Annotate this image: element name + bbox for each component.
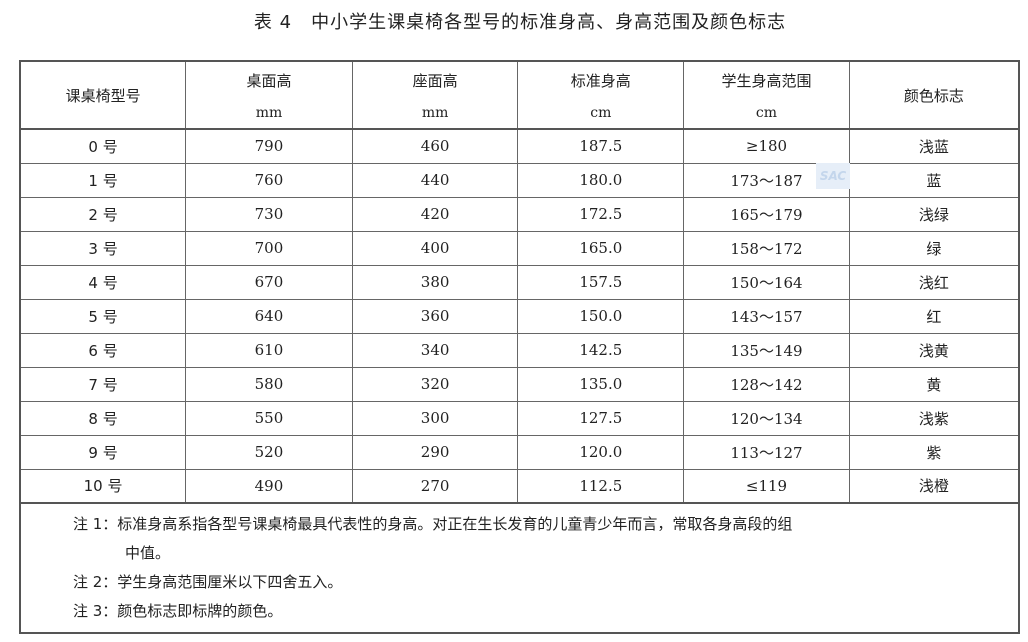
watermark-logo: SAC: [816, 163, 850, 189]
cell-height-range: ≤119: [683, 468, 850, 504]
cell-color: 黄: [848, 366, 1020, 402]
cell-seat-height: 420: [351, 196, 519, 232]
cell-standard-height: 180.0: [517, 162, 685, 198]
cell-standard-height: 127.5: [517, 400, 685, 436]
cell-model: 9 号: [19, 434, 187, 470]
cell-seat-height: 300: [351, 400, 519, 436]
cell-standard-height: 135.0: [517, 366, 685, 402]
cell-color: 紫: [848, 434, 1020, 470]
cell-color: 浅紫: [848, 400, 1020, 436]
header-desk-height: 桌面高 mm: [185, 60, 353, 130]
cell-model: 3 号: [19, 230, 187, 266]
cell-model: 4 号: [19, 264, 187, 300]
cell-standard-height: 142.5: [517, 332, 685, 368]
table-row: 10 号 490 270 112.5 ≤119 浅橙: [19, 468, 1020, 504]
cell-color: 蓝: [848, 162, 1020, 198]
table-row: 4 号 670 380 157.5 150～164 浅红: [19, 264, 1020, 300]
cell-height-range: ≥180: [683, 128, 850, 164]
cell-standard-height: 165.0: [517, 230, 685, 266]
cell-standard-height: 172.5: [517, 196, 685, 232]
cell-desk-height: 700: [185, 230, 353, 266]
cell-standard-height: 150.0: [517, 298, 685, 334]
note-1-cont: 中值。: [125, 544, 171, 562]
table-row: 3 号 700 400 165.0 158～172 绿: [19, 230, 1020, 266]
cell-desk-height: 670: [185, 264, 353, 300]
note-1: 注 1：标准身高系指各型号课桌椅最具代表性的身高。对正在生长发育的儿童青少年而言…: [73, 515, 793, 533]
cell-color: 浅绿: [848, 196, 1020, 232]
cell-desk-height: 490: [185, 468, 353, 504]
cell-seat-height: 320: [351, 366, 519, 402]
cell-seat-height: 340: [351, 332, 519, 368]
table-row: 0 号 790 460 187.5 ≥180 浅蓝: [19, 128, 1020, 164]
cell-desk-height: 580: [185, 366, 353, 402]
note-2: 注 2：学生身高范围厘米以下四舍五入。: [73, 573, 343, 591]
cell-model: 7 号: [19, 366, 187, 402]
cell-height-range: 128～142: [683, 366, 850, 402]
note-3: 注 3：颜色标志即标牌的颜色。: [73, 602, 283, 620]
cell-desk-height: 730: [185, 196, 353, 232]
cell-seat-height: 460: [351, 128, 519, 164]
header-model: 课桌椅型号: [19, 60, 187, 130]
cell-color: 红: [848, 298, 1020, 334]
cell-desk-height: 550: [185, 400, 353, 436]
cell-standard-height: 120.0: [517, 434, 685, 470]
cell-height-range: 120～134: [683, 400, 850, 436]
cell-desk-height: 760: [185, 162, 353, 198]
cell-color: 浅红: [848, 264, 1020, 300]
cell-model: 0 号: [19, 128, 187, 164]
cell-desk-height: 790: [185, 128, 353, 164]
header-color: 颜色标志: [848, 60, 1020, 130]
table-row: 2 号 730 420 172.5 165～179 浅绿: [19, 196, 1020, 232]
table-row: 9 号 520 290 120.0 113～127 紫: [19, 434, 1020, 470]
cell-height-range: 150～164: [683, 264, 850, 300]
cell-model: 10 号: [19, 468, 187, 504]
table-title: 表 4 中小学生课桌椅各型号的标准身高、身高范围及颜色标志: [253, 12, 787, 33]
cell-height-range: 113～127: [683, 434, 850, 470]
table-row: 7 号 580 320 135.0 128～142 黄: [19, 366, 1020, 402]
cell-model: 6 号: [19, 332, 187, 368]
cell-seat-height: 440: [351, 162, 519, 198]
cell-seat-height: 270: [351, 468, 519, 504]
cell-height-range: 143～157: [683, 298, 850, 334]
cell-seat-height: 380: [351, 264, 519, 300]
unit: cm: [590, 104, 612, 121]
header-height-range: 学生身高范围 cm: [683, 60, 850, 130]
cell-height-range: 165～179: [683, 196, 850, 232]
cell-model: 1 号: [19, 162, 187, 198]
table-row: 8 号 550 300 127.5 120～134 浅紫: [19, 400, 1020, 436]
cell-desk-height: 610: [185, 332, 353, 368]
cell-model: 8 号: [19, 400, 187, 436]
notes-row: 注 1：标准身高系指各型号课桌椅最具代表性的身高。对正在生长发育的儿童青少年而言…: [19, 502, 1020, 634]
cell-height-range: 158～172: [683, 230, 850, 266]
cell-standard-height: 187.5: [517, 128, 685, 164]
cell-desk-height: 640: [185, 298, 353, 334]
table-row: 1 号 760 440 180.0 173～187 蓝: [19, 162, 1020, 198]
cell-desk-height: 520: [185, 434, 353, 470]
cell-color: 浅蓝: [848, 128, 1020, 164]
unit: mm: [255, 104, 283, 121]
table-row: 6 号 610 340 142.5 135～149 浅黄: [19, 332, 1020, 368]
unit: cm: [755, 104, 778, 121]
notes: 注 1：标准身高系指各型号课桌椅最具代表性的身高。对正在生长发育的儿童青少年而言…: [19, 502, 1020, 634]
cell-height-range: 135～149: [683, 332, 850, 368]
cell-seat-height: 290: [351, 434, 519, 470]
header-standard-height: 标准身高 cm: [517, 60, 685, 130]
cell-standard-height: 157.5: [517, 264, 685, 300]
header-row: 课桌椅型号 桌面高 mm 座面高 mm 标准身高 cm 学生身高范围 cm 颜色标志: [19, 60, 1020, 130]
cell-model: 2 号: [19, 196, 187, 232]
unit: mm: [421, 104, 449, 121]
cell-color: 绿: [848, 230, 1020, 266]
cell-color: 浅黄: [848, 332, 1020, 368]
table-row: 5 号 640 360 150.0 143～157 红: [19, 298, 1020, 334]
cell-standard-height: 112.5: [517, 468, 685, 504]
cell-seat-height: 360: [351, 298, 519, 334]
cell-seat-height: 400: [351, 230, 519, 266]
cell-model: 5 号: [19, 298, 187, 334]
desk-chair-size-table: 课桌椅型号 桌面高 mm 座面高 mm 标准身高 cm 学生身高范围 cm 颜色标志 0…: [19, 60, 1020, 634]
cell-color: 浅橙: [848, 468, 1020, 504]
header-seat-height: 座面高 mm: [351, 60, 519, 130]
